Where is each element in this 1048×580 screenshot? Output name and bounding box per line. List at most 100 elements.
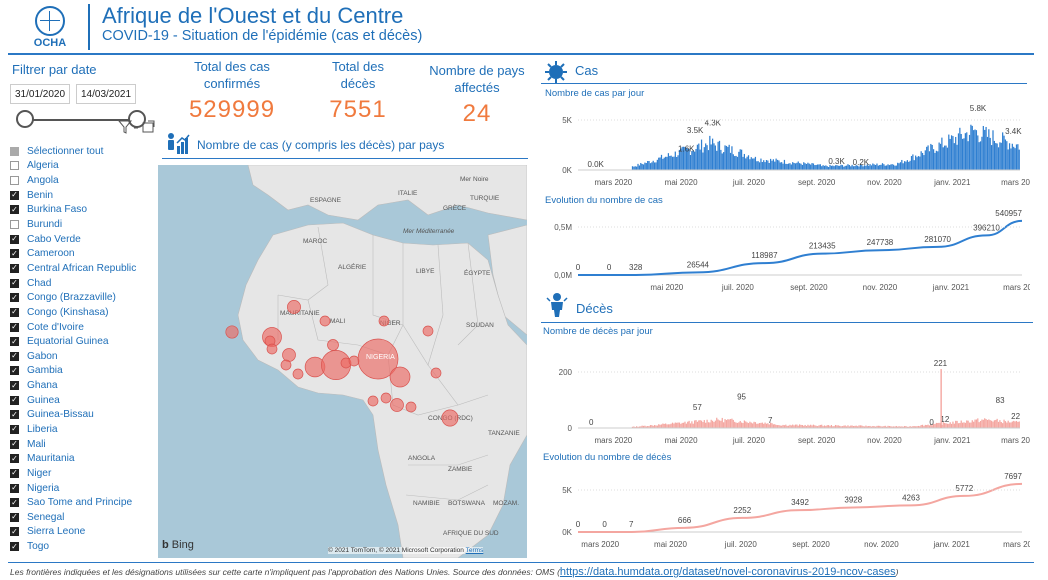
country-checkbox-item[interactable]: Guinea [10,393,160,408]
country-checkbox-item[interactable]: Niger [10,466,160,481]
country-bubble[interactable] [319,315,331,327]
daily-bar [963,138,965,170]
daily-bar [953,423,955,428]
country-checkbox-item[interactable]: Burundi [10,217,160,232]
daily-bar [946,147,949,170]
daily-bar [887,425,889,428]
country-checkbox-item[interactable]: Sao Tome and Principe [10,495,160,510]
country-checkbox-item[interactable]: Algeria [10,159,160,174]
daily-bar [931,144,933,170]
select-all-checkbox[interactable]: Sélectionner tout [10,144,160,159]
daily-bar [680,148,682,170]
daily-bar [681,146,683,170]
data-source-link[interactable]: https://data.humdata.org/dataset/novel-c… [559,566,896,578]
date-slider-track[interactable] [22,119,140,121]
country-checkbox-item[interactable]: Ghana [10,378,160,393]
daily-bar [830,425,833,428]
country-bubble[interactable] [422,325,434,337]
country-checkbox-item[interactable]: Equatorial Guinea [10,334,160,349]
country-checkbox-item[interactable]: Sierra Leone [10,525,160,540]
daily-bar [935,150,937,170]
cases-map[interactable]: Mer Noire ESPAGNE ITALIE GRÈCE TURQUIE M… [158,165,527,558]
country-checkbox-item[interactable]: Angola [10,173,160,188]
country-bubble[interactable] [280,359,292,371]
country-label: Congo (Kinshasa) [27,306,109,318]
country-bubble[interactable] [327,339,339,351]
daily-bar [956,144,958,170]
daily-bar [839,425,841,428]
daily-bar [812,424,815,428]
country-checkbox-item[interactable]: Mauritania [10,451,160,466]
country-checkbox-item[interactable]: Congo (Brazzaville) [10,290,160,305]
country-checkbox-item[interactable]: Liberia [10,422,160,437]
checkbox-icon [10,190,19,200]
country-checkbox-item[interactable]: Cote d'Ivoire [10,320,160,335]
x-tick-label: mars 2021 [1001,178,1030,187]
daily-bar [850,425,852,428]
daily-cases-title: Nombre de cas par jour [545,88,645,99]
daily-bar [847,425,849,428]
country-checkbox-item[interactable]: Congo (Kinshasa) [10,305,160,320]
daily-bar [709,422,711,428]
daily-bar [843,425,845,428]
country-checkbox-item[interactable]: Mali [10,437,160,452]
country-bubble[interactable] [282,348,296,362]
country-bubble[interactable] [390,398,404,412]
country-bubble[interactable] [287,300,301,314]
filter-icon[interactable] [117,120,158,137]
daily-bar [930,424,932,428]
country-checkbox-item[interactable]: Nigeria [10,481,160,496]
country-bubble[interactable] [441,409,459,427]
country-bubble[interactable] [380,392,392,404]
daily-bar [633,426,635,428]
daily-bar [955,420,957,428]
daily-bar [736,422,739,428]
daily-bar [684,421,686,428]
country-bubble[interactable] [389,366,411,388]
country-checkbox-item[interactable]: Burkina Faso [10,203,160,218]
start-date-input[interactable]: 31/01/2020 [10,84,70,104]
daily-bar [692,150,694,170]
country-checkbox-item[interactable]: Chad [10,276,160,291]
country-bubble[interactable] [348,355,360,367]
svg-text:GRÈCE: GRÈCE [443,203,467,212]
country-checkbox-item[interactable]: Cameroon [10,246,160,261]
checkbox-icon [10,176,19,186]
svg-text:MALI: MALI [330,318,345,325]
country-bubble[interactable] [378,315,390,327]
date-slider-end-handle[interactable] [128,110,146,128]
country-bubble[interactable] [225,325,239,339]
daily-bar [852,426,855,428]
daily-bar [721,417,723,428]
country-bubble[interactable] [292,368,304,380]
daily-bar [818,425,820,428]
country-checkbox-item[interactable]: Togo [10,539,160,554]
country-bubble[interactable] [367,395,379,407]
country-bubble[interactable] [430,367,442,379]
daily-bar [848,426,850,428]
daily-bar [978,422,980,428]
country-checkbox-item[interactable]: Guinea-Bissau [10,408,160,423]
svg-text:ITALIE: ITALIE [398,190,418,197]
daily-bar [739,420,741,428]
country-bubble[interactable] [405,401,417,413]
country-checkbox-item[interactable]: Senegal [10,510,160,525]
daily-bar [945,423,947,428]
data-label: 12 [940,415,949,424]
map-terms-link[interactable]: Terms [465,547,484,554]
end-date-input[interactable]: 14/03/2021 [76,84,136,104]
country-checkbox-item[interactable]: Gabon [10,349,160,364]
country-bubble[interactable] [357,338,399,380]
daily-bar [887,164,889,170]
daily-bar [655,162,657,170]
country-checkbox-item[interactable]: Benin [10,188,160,203]
daily-bar [779,425,781,428]
country-checkbox-item[interactable]: Central African Republic [10,261,160,276]
country-bubble[interactable] [266,343,278,355]
daily-bar [738,151,740,170]
country-checkbox-item[interactable]: Cabo Verde [10,232,160,247]
data-label: 0 [589,418,594,427]
country-checkbox-item[interactable]: Gambia [10,364,160,379]
x-tick-label: nov. 2020 [864,540,899,549]
date-slider-start-handle[interactable] [16,110,34,128]
